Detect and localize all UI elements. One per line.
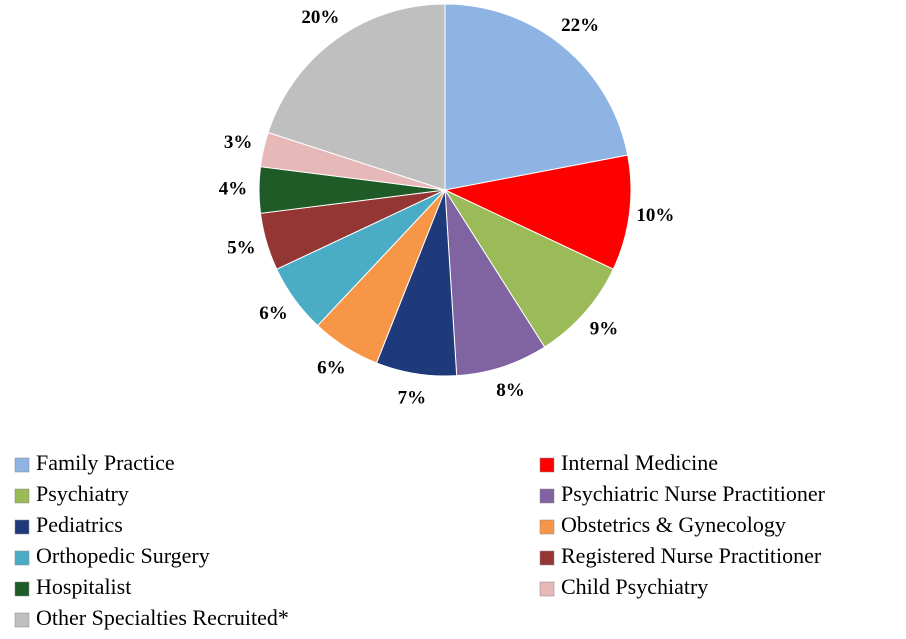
pie-slice [444, 189, 546, 377]
legend-label: Registered Nurse Practitioner [561, 543, 822, 568]
legend-swatch [14, 519, 30, 535]
legend-swatch [14, 581, 30, 597]
legend-label: Hospitalist [36, 574, 131, 599]
pie-slice [443, 154, 632, 270]
legend-label: Obstetrics & Gynecology [561, 512, 786, 537]
data-label: 5% [227, 238, 256, 259]
legend-label: Other Specialties Recruited* [36, 605, 289, 630]
legend-swatch [539, 519, 555, 535]
legend-label: Orthopedic Surgery [36, 543, 210, 568]
pie-slice [444, 3, 629, 191]
data-label: 20% [301, 7, 339, 28]
data-label: 6% [259, 303, 288, 324]
data-label: 4% [219, 178, 248, 199]
legend-label: Pediatrics [36, 512, 123, 537]
data-label: 10% [636, 205, 674, 226]
data-label: 22% [561, 15, 599, 36]
legend-swatch [539, 488, 555, 504]
data-label: 8% [496, 380, 525, 401]
legend-swatch [14, 550, 30, 566]
legend-label: Internal Medicine [561, 450, 718, 475]
data-label: 3% [224, 132, 253, 153]
data-label: 9% [590, 319, 619, 340]
legend-label: Child Psychiatry [561, 574, 708, 599]
pie-slice [443, 188, 614, 348]
legend-swatch [539, 581, 555, 597]
legend-swatch [14, 488, 30, 504]
legend-swatch [14, 457, 30, 473]
legend-swatch [539, 550, 555, 566]
legend-label: Psychiatry [36, 481, 129, 506]
legend-swatch [14, 612, 30, 628]
data-label: 6% [317, 357, 346, 378]
legend-label: Family Practice [36, 450, 175, 475]
legend-swatch [539, 457, 555, 473]
pie-slice [267, 3, 446, 191]
data-label: 7% [398, 388, 427, 409]
legend-label: Psychiatric Nurse Practitioner [561, 481, 826, 506]
